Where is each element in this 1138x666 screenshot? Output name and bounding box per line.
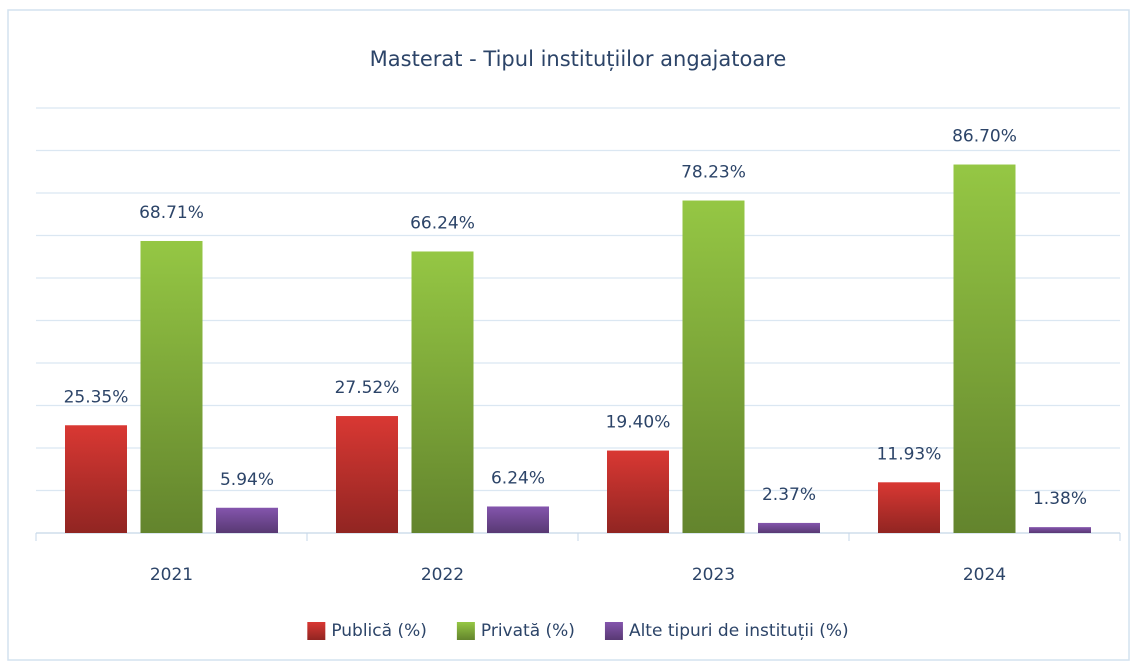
data-label: 68.71%: [139, 203, 204, 223]
data-label: 5.94%: [220, 470, 274, 490]
chart-title: Masterat - Tipul instituțiilor angajatoa…: [370, 47, 787, 71]
bar: [607, 450, 669, 533]
data-label: 6.24%: [491, 468, 545, 488]
bar: [878, 482, 940, 533]
data-label: 25.35%: [64, 387, 129, 407]
data-label: 86.70%: [952, 127, 1017, 147]
bar: [65, 425, 127, 533]
data-label: 2.37%: [762, 485, 816, 505]
x-tick-label: 2024: [963, 565, 1006, 585]
data-label: 27.52%: [335, 378, 400, 398]
bar: [336, 416, 398, 533]
bar: [1029, 527, 1091, 533]
legend-swatch: [456, 622, 475, 640]
x-tick-label: 2021: [150, 565, 193, 585]
bar: [682, 200, 745, 533]
data-label: 19.40%: [606, 413, 671, 433]
x-tick-label: 2023: [692, 565, 735, 585]
bar: [216, 507, 278, 533]
data-label: 11.93%: [877, 444, 942, 464]
bar: [487, 506, 549, 533]
legend: Publică (%) Privată (%) Alte tipuri de ins…: [307, 621, 849, 641]
bar: [411, 251, 474, 534]
bar: [953, 164, 1016, 533]
legend-label: Alte tipuri de instituții (%): [629, 621, 849, 641]
bar: [140, 240, 203, 534]
x-tick-label: 2022: [421, 565, 464, 585]
legend-label: Privată (%): [481, 621, 575, 641]
legend-label: Publică (%): [331, 621, 427, 641]
data-label: 66.24%: [410, 213, 475, 233]
data-label: 78.23%: [681, 163, 746, 183]
data-label: 1.38%: [1033, 489, 1087, 509]
bar: [758, 522, 820, 533]
legend-swatch: [307, 622, 326, 640]
legend-swatch: [604, 622, 623, 640]
